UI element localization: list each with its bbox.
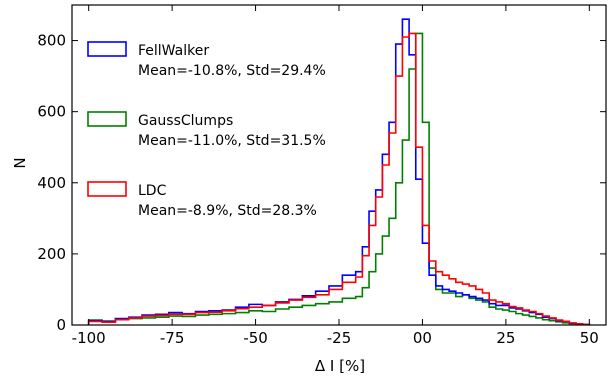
legend-swatch [87, 181, 127, 197]
x-tick-label: -75 [160, 329, 185, 347]
y-tick-label: 0 [56, 316, 66, 334]
x-tick-label: 25 [496, 329, 515, 347]
x-tick-label: 00 [413, 329, 432, 347]
legend-item-ldc: LDC Mean=-8.9%, Std=28.3% [87, 181, 317, 219]
legend-series-stats: Mean=-8.9%, Std=28.3% [138, 203, 317, 219]
legend-series-name: FellWalker [138, 43, 209, 59]
legend-series-stats: Mean=-10.8%, Std=29.4% [138, 63, 326, 79]
axes: -100 -75 -50 -25 00 25 50 0 200 400 600 800 [37, 4, 607, 347]
legend-series-name: LDC [138, 183, 167, 199]
y-tick-label: 200 [37, 245, 66, 263]
legend-swatch [87, 41, 127, 57]
y-tick-label: 600 [37, 103, 66, 121]
y-tick-label: 400 [37, 174, 66, 192]
x-tick-label: -25 [327, 329, 352, 347]
x-axis-label: Δ I [%] [315, 357, 365, 375]
legend-series-stats: Mean=-11.0%, Std=31.5% [138, 133, 326, 149]
legend-item-gaussclumps: GaussClumps Mean=-11.0%, Std=31.5% [87, 111, 326, 149]
y-tick-label: 800 [37, 32, 66, 50]
histogram-series-gaussclumps [87, 32, 591, 325]
legend-swatch [87, 111, 127, 127]
histogram-series-ldc [87, 32, 591, 325]
y-axis-label: N [11, 157, 29, 168]
legend-series-name: GaussClumps [138, 113, 233, 129]
x-tick-label: 50 [580, 329, 599, 347]
plot-area [87, 18, 591, 325]
x-tick-label: -100 [72, 329, 106, 347]
legend: FellWalker Mean=-10.8%, Std=29.4% GaussClu… [87, 41, 326, 219]
legend-item-fellwalker: FellWalker Mean=-10.8%, Std=29.4% [87, 41, 326, 79]
x-tick-label: -50 [243, 329, 268, 347]
